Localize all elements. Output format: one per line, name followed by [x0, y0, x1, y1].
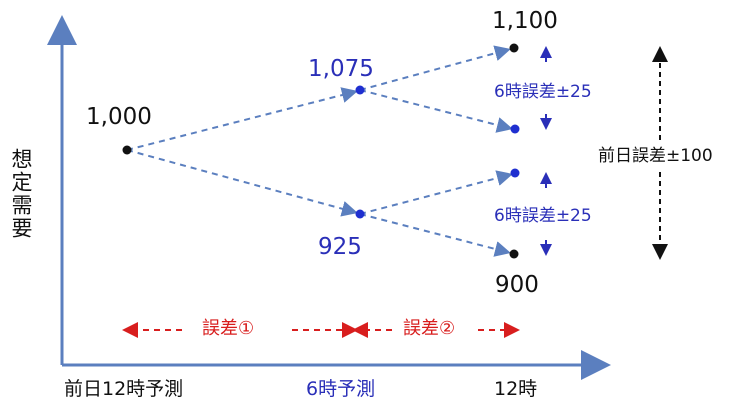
six-hour-error-label-lower: 6時誤差±25 [494, 206, 592, 226]
path-start-to-mid-high [126, 87, 358, 151]
value-start: 1,000 [86, 104, 152, 130]
node-end-low [509, 249, 519, 259]
path-mid-high-to-end-high [359, 45, 511, 91]
x-label-middle: 6時予測 [306, 378, 376, 400]
path-mid-high-to-end-midhigh [359, 89, 513, 133]
x-label-end: 12時 [494, 378, 538, 400]
y-axis-label: 想定需要 [9, 148, 33, 240]
value-mid-low: 925 [318, 234, 362, 260]
node-end-midhigh [510, 124, 520, 134]
forecast-paths [126, 45, 513, 257]
error-2-label: 誤差② [403, 318, 456, 339]
six-hour-error-label-upper: 6時誤差±25 [494, 82, 592, 102]
value-end-high: 1,100 [492, 8, 558, 34]
x-label-start: 前日12時予測 [64, 378, 184, 400]
previous-day-error-label: 前日誤差±100 [596, 146, 715, 166]
path-mid-low-to-end-midlow [359, 170, 513, 215]
node-mid-low [355, 209, 365, 219]
path-mid-low-to-end-low [359, 213, 511, 257]
value-mid-high: 1,075 [308, 56, 374, 82]
node-mid-high [355, 85, 365, 95]
error-1-label: 誤差① [202, 318, 255, 339]
node-start [122, 145, 132, 155]
node-end-high [509, 43, 519, 53]
path-start-to-mid-low [126, 149, 358, 217]
node-end-midlow [510, 168, 520, 178]
value-end-low: 900 [495, 272, 539, 298]
